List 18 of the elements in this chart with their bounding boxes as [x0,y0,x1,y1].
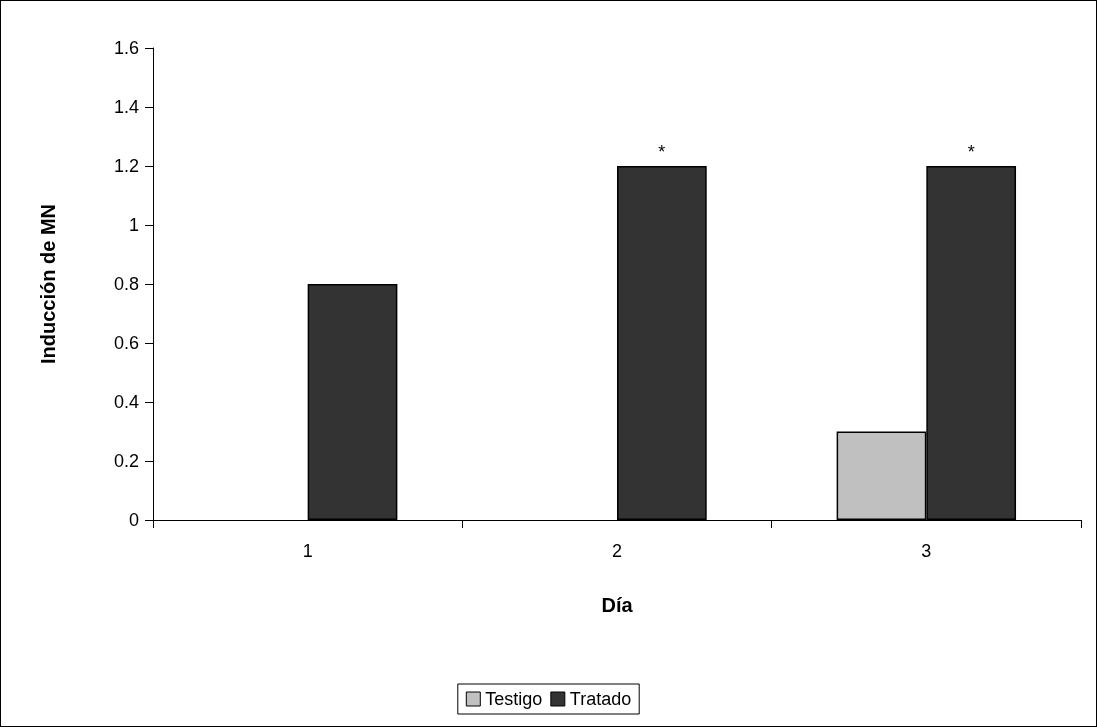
y-tick-label: 0.4 [113,392,139,412]
annotation: * [967,142,975,162]
legend-label: Testigo [485,689,543,709]
legend-label: Tratado [569,689,632,709]
y-tick-label: 1 [128,215,139,235]
y-tick-label: 1.2 [113,156,139,176]
x-tick-label: 3 [921,541,932,561]
annotation: * [658,142,666,162]
y-tick-label: 1.6 [113,38,139,58]
y-tick-label: 0 [128,510,139,530]
y-axis-title: Inducción de MN [37,204,59,364]
y-tick-label: 1.4 [113,97,139,117]
x-axis-title: Día [601,594,634,616]
y-tick-label: 0.8 [113,274,139,294]
x-tick-label: 2 [611,541,623,561]
y-tick-label: 0.2 [113,451,139,471]
y-tick-label: 0.6 [113,333,139,353]
x-tick-label: 1 [302,541,313,561]
